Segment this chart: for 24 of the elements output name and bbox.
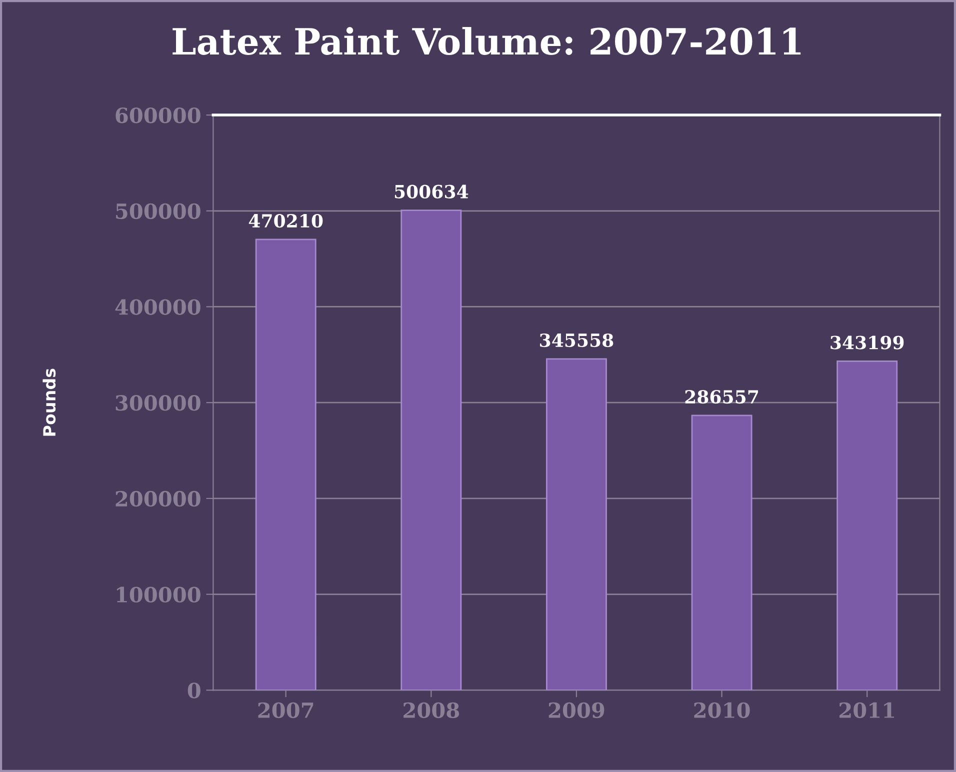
- data-label: 286557: [685, 390, 758, 404]
- y-tick-label: 0: [188, 682, 200, 698]
- bar: [400, 210, 462, 690]
- y-tick-label: 400000: [115, 299, 200, 315]
- data-label: 500634: [394, 184, 468, 198]
- y-tick-label: 100000: [116, 586, 200, 603]
- x-tick-label: 2007: [258, 702, 314, 718]
- data-label: 470210: [248, 214, 323, 228]
- x-tick-label: 2008: [404, 702, 460, 718]
- x-tick-label: 2011: [839, 702, 894, 718]
- data-label: 343199: [830, 336, 904, 350]
- y-tick-label: 200000: [116, 490, 200, 507]
- bar: [836, 360, 898, 690]
- y-axis-title: Pounds: [42, 368, 56, 436]
- y-tick-label: 300000: [116, 395, 200, 411]
- y-tick-label: 500000: [116, 203, 200, 220]
- y-tick-label: 600000: [116, 107, 200, 124]
- data-label: 345558: [540, 333, 614, 348]
- x-tick-label: 2009: [548, 702, 604, 718]
- bar: [546, 358, 607, 690]
- x-tick-label: 2010: [694, 702, 750, 718]
- bar: [691, 414, 752, 690]
- bar: [255, 238, 316, 690]
- chart-title: Latex Paint Volume: 2007-2011: [172, 27, 801, 55]
